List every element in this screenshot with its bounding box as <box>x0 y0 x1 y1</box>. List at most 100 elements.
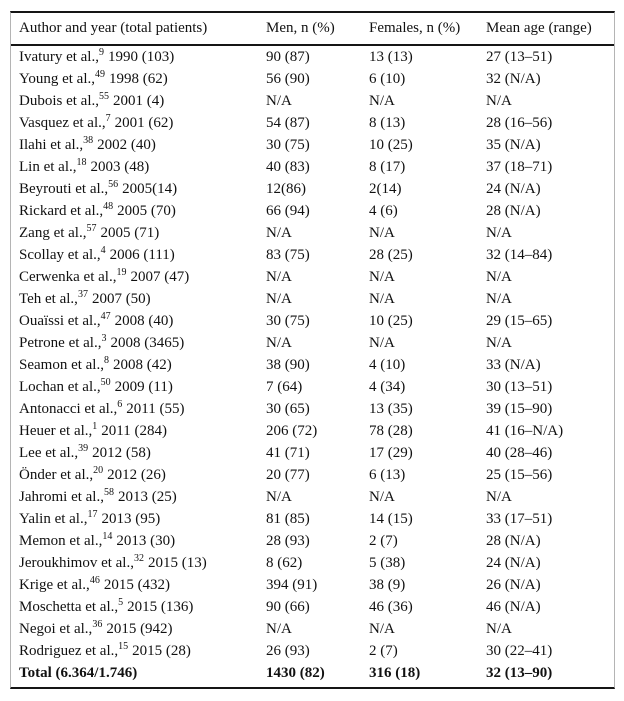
reference-superscript: 14 <box>102 530 113 542</box>
men-cell: 66 (94) <box>266 202 310 219</box>
column-header-men: Men, n (%) <box>266 20 335 36</box>
patient-demographics-table: Author and year (total patients) Men, n … <box>10 11 615 689</box>
author-cell: Beyrouti et al.,56 2005(14) <box>11 179 266 200</box>
column-header-females: Females, n (%) <box>369 20 461 36</box>
year-patients: 2005 (71) <box>100 224 160 241</box>
females-cell: 13 (35) <box>369 400 413 417</box>
table-row: Petrone et al.,3 2008 (3465) N/A N/A N/A <box>11 332 614 354</box>
year-patients: 2008 (3465) <box>110 334 185 351</box>
females-cell: 2 (7) <box>369 642 398 659</box>
author-cell: Rodriguez et al.,15 2015 (28) <box>11 641 266 662</box>
author-name: Vasquez et al., <box>19 114 106 131</box>
age-cell: 32 (N/A) <box>486 70 541 87</box>
table-row: Scollay et al.,4 2006 (111) 83 (75) 28 (2… <box>11 244 614 266</box>
age-cell: N/A <box>486 92 512 109</box>
year-patients: 1990 (103) <box>107 48 175 65</box>
reference-superscript: 6 <box>117 398 123 410</box>
author-cell: Dubois et al.,55 2001 (4) <box>11 91 266 112</box>
age-cell: 41 (16–N/A) <box>486 422 564 439</box>
females-cell: N/A <box>369 620 395 637</box>
table-row: Teh et al.,37 2007 (50) N/A N/A N/A <box>11 288 614 310</box>
author-name: Memon et al., <box>19 532 103 549</box>
year-patients: 2012 (26) <box>107 466 166 483</box>
reference-superscript: 15 <box>118 640 129 652</box>
reference-superscript: 5 <box>118 596 124 608</box>
reference-superscript: 48 <box>103 200 114 212</box>
author-cell: Cerwenka et al.,19 2007 (47) <box>11 267 266 288</box>
total-label: Total (6.364/1.746) <box>19 664 138 681</box>
author-name: Ouaïssi et al., <box>19 312 101 329</box>
men-cell: 26 (93) <box>266 642 310 659</box>
year-patients: 2007 (50) <box>91 290 151 307</box>
men-cell: 83 (75) <box>266 246 310 263</box>
author-cell: Lin et al.,18 2003 (48) <box>11 157 266 178</box>
reference-superscript: 38 <box>83 134 94 146</box>
females-cell: 4 (10) <box>369 356 406 373</box>
reference-superscript: 47 <box>100 310 111 322</box>
table-row: Moschetta et al.,5 2015 (136) 90 (66) 46 … <box>11 596 614 618</box>
females-cell: 10 (25) <box>369 136 413 153</box>
year-patients: 2015 (13) <box>147 554 207 571</box>
table-row: Yalin et al.,17 2013 (95) 81 (85) 14 (15)… <box>11 508 614 530</box>
author-name: Jahromi et al., <box>19 488 104 505</box>
men-cell: 54 (87) <box>266 114 310 131</box>
year-patients: 2001 (4) <box>113 92 165 109</box>
females-cell: 78 (28) <box>369 422 413 439</box>
men-cell: 7 (64) <box>266 378 303 395</box>
reference-superscript: 37 <box>77 288 88 300</box>
column-header-author: Author and year (total patients) <box>19 20 208 36</box>
author-name: Lee et al., <box>19 444 79 461</box>
men-cell: 206 (72) <box>266 422 318 439</box>
year-patients: 2015 (136) <box>127 598 194 615</box>
author-name: Ivatury et al., <box>19 48 99 65</box>
table-row: Lin et al.,18 2003 (48) 40 (83) 8 (17) 37… <box>11 156 614 178</box>
author-cell: Ouaïssi et al.,47 2008 (40) <box>11 311 266 332</box>
author-name: Heuer et al., <box>19 422 93 439</box>
females-cell: N/A <box>369 268 395 285</box>
table-row: Zang et al.,57 2005 (71) N/A N/A N/A <box>11 222 614 244</box>
females-cell: 4 (6) <box>369 202 398 219</box>
females-cell: 2 (7) <box>369 532 398 549</box>
age-cell: 30 (22–41) <box>486 642 553 659</box>
year-patients: 2013 (30) <box>116 532 176 549</box>
author-name: Negoi et al., <box>19 620 93 637</box>
age-cell: N/A <box>486 488 512 505</box>
age-cell: 26 (N/A) <box>486 576 541 593</box>
men-cell: N/A <box>266 620 292 637</box>
reference-superscript: 56 <box>108 178 119 190</box>
table-row: Dubois et al.,55 2001 (4) N/A N/A N/A <box>11 90 614 112</box>
table-row: Memon et al.,14 2013 (30) 28 (93) 2 (7) 2… <box>11 530 614 552</box>
age-cell: N/A <box>486 620 512 637</box>
age-cell: 37 (18–71) <box>486 158 553 175</box>
men-cell: N/A <box>266 334 292 351</box>
reference-superscript: 8 <box>103 354 109 366</box>
females-cell: 38 (9) <box>369 576 406 593</box>
age-cell: 24 (N/A) <box>486 554 541 571</box>
men-cell: N/A <box>266 92 292 109</box>
year-patients: 2001 (62) <box>114 114 174 131</box>
table-row: Ouaïssi et al.,47 2008 (40) 30 (75) 10 (2… <box>11 310 614 332</box>
author-cell: Young et al.,49 1998 (62) <box>11 69 266 90</box>
females-cell: 46 (36) <box>369 598 413 615</box>
author-name: Lochan et al., <box>19 378 101 395</box>
year-patients: 2005(14) <box>122 180 178 197</box>
author-name: Young et al., <box>19 70 95 87</box>
year-patients: 2015 (432) <box>103 576 171 593</box>
reference-superscript: 50 <box>100 376 111 388</box>
reference-superscript: 57 <box>86 222 97 234</box>
author-name: Antonacci et al., <box>19 400 118 417</box>
year-patients: 2012 (58) <box>92 444 151 461</box>
reference-superscript: 9 <box>98 46 104 58</box>
age-cell: N/A <box>486 290 512 307</box>
author-cell: Heuer et al.,1 2011 (284) <box>11 421 266 442</box>
age-cell: 33 (N/A) <box>486 356 541 373</box>
age-cell: 29 (15–65) <box>486 312 553 329</box>
men-cell: 30 (65) <box>266 400 310 417</box>
men-cell: 56 (90) <box>266 70 310 87</box>
table-row: Seamon et al.,8 2008 (42) 38 (90) 4 (10) … <box>11 354 614 376</box>
reference-superscript: 3 <box>101 332 107 344</box>
author-cell: Negoi et al.,36 2015 (942) <box>11 619 266 640</box>
table-row: Jeroukhimov et al.,32 2015 (13) 8 (62) 5 … <box>11 552 614 574</box>
author-name: Cerwenka et al., <box>19 268 117 285</box>
author-cell: Seamon et al.,8 2008 (42) <box>11 355 266 376</box>
